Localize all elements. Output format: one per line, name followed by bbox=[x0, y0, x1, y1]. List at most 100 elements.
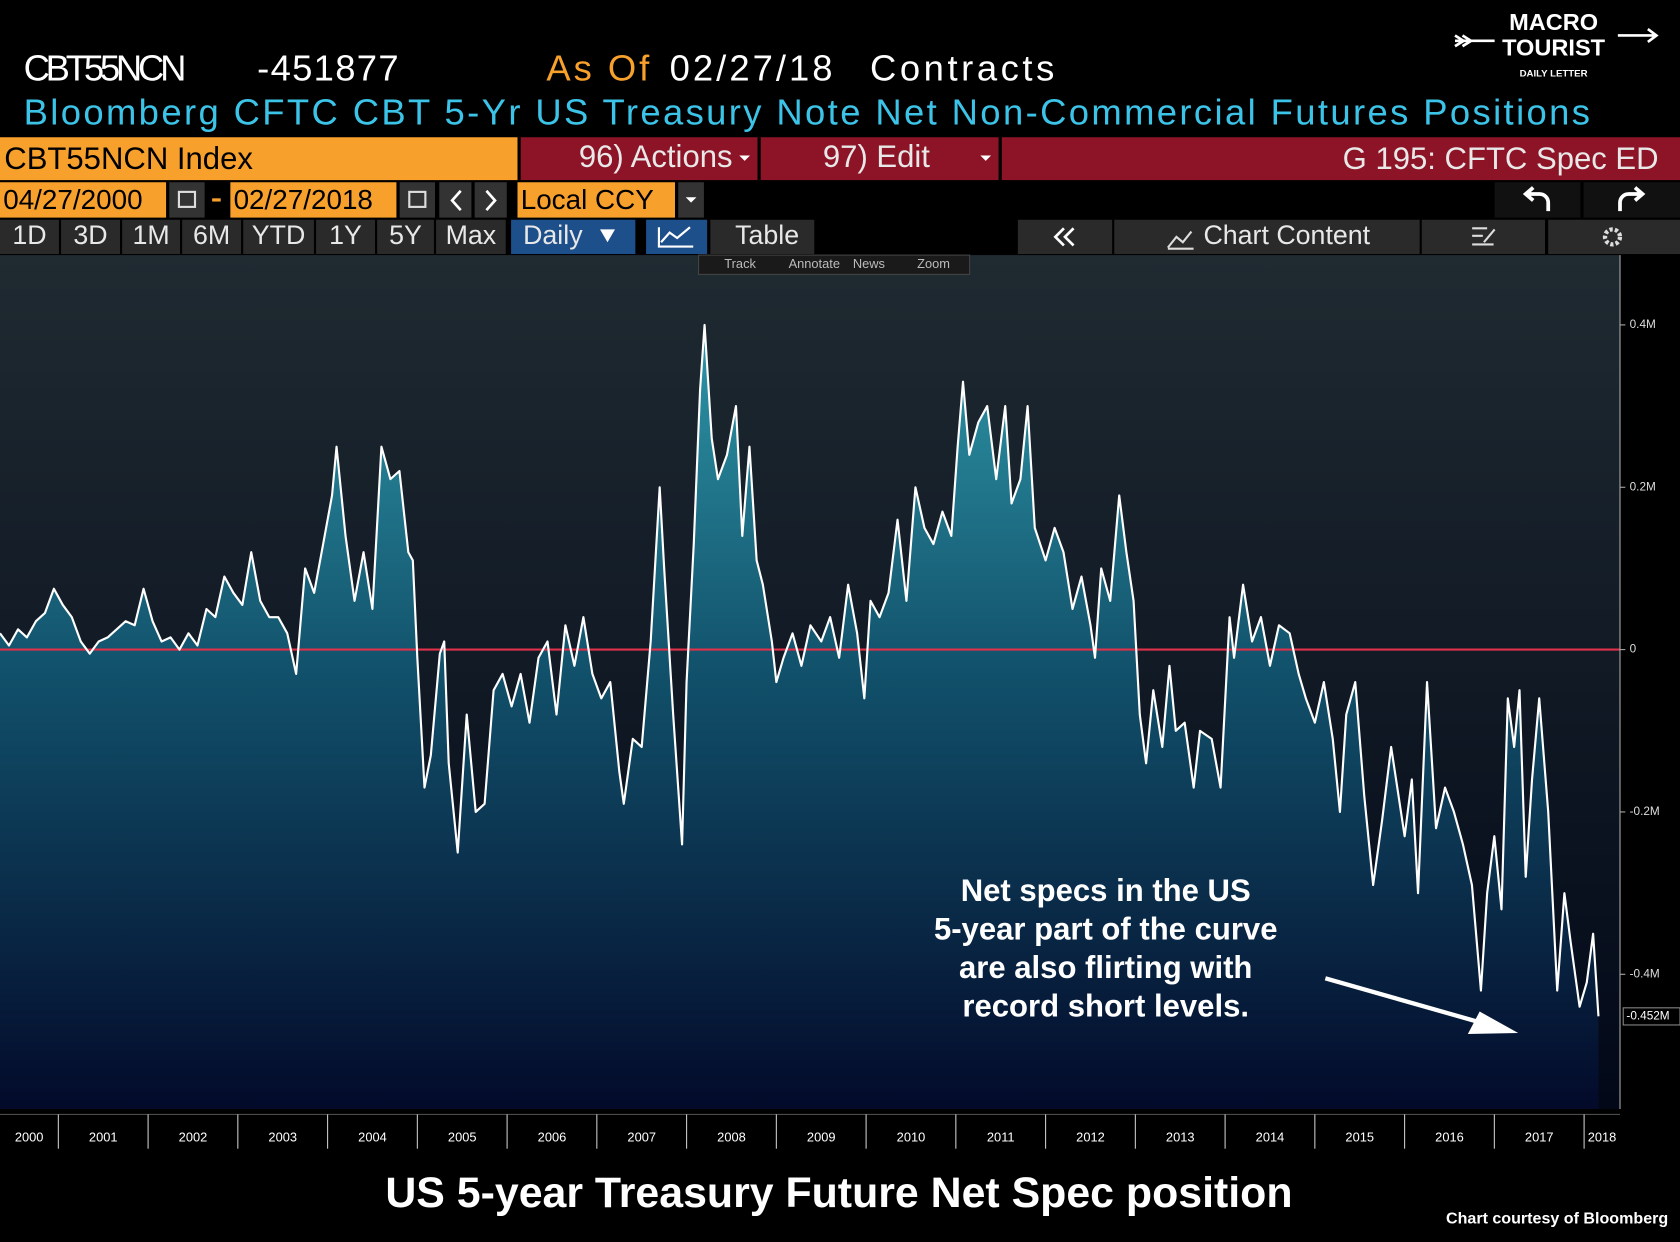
x-tick-label: 2012 bbox=[1076, 1129, 1105, 1144]
chart-icon bbox=[657, 226, 694, 248]
period-button[interactable] bbox=[0, 219, 59, 255]
period-button[interactable] bbox=[377, 219, 434, 255]
actions-label[interactable]: 96) Actions bbox=[579, 139, 733, 174]
frequency-label[interactable]: Daily bbox=[523, 220, 583, 250]
edit-chart-icon bbox=[1472, 227, 1496, 246]
x-tick-label: 2007 bbox=[627, 1129, 656, 1144]
period-label[interactable]: 3D bbox=[73, 220, 107, 250]
x-tick-label: 2003 bbox=[268, 1129, 297, 1144]
x-tick-label: 2006 bbox=[538, 1129, 567, 1144]
x-tick-label: 2004 bbox=[358, 1129, 387, 1144]
chart-content-button[interactable] bbox=[1114, 219, 1420, 255]
logo: MACRO TOURIST DAILY LETTER bbox=[1454, 9, 1659, 80]
tool-label[interactable]: Annotate bbox=[789, 256, 840, 271]
y-tick-label: 0.4M bbox=[1630, 318, 1656, 331]
currency[interactable]: Local CCY bbox=[521, 184, 654, 215]
period-button[interactable] bbox=[243, 219, 314, 255]
logo-text: TOURIST bbox=[1502, 35, 1606, 61]
table-label[interactable]: Table bbox=[735, 220, 799, 250]
period-button[interactable] bbox=[316, 219, 375, 255]
tool-label[interactable]: Track bbox=[724, 256, 756, 271]
edit-chart-button[interactable] bbox=[1421, 219, 1545, 255]
y-tick-label: 0.2M bbox=[1630, 480, 1656, 493]
actions-button[interactable] bbox=[520, 137, 758, 181]
calendar-button[interactable] bbox=[169, 182, 205, 218]
period-button[interactable] bbox=[182, 219, 242, 255]
table-button[interactable] bbox=[710, 219, 815, 255]
annotation-line: are also flirting with bbox=[959, 950, 1252, 985]
annotation: Net specs in the US5-year part of the cu… bbox=[934, 873, 1278, 1024]
prev-button[interactable] bbox=[439, 182, 472, 218]
x-tick-label: 2008 bbox=[717, 1129, 746, 1144]
period-button[interactable] bbox=[61, 219, 120, 255]
last-value: -451877 bbox=[257, 47, 398, 88]
date-dash bbox=[212, 198, 221, 202]
function-bar bbox=[1001, 137, 1680, 181]
annotation-line: record short levels. bbox=[962, 989, 1249, 1024]
currency-box[interactable] bbox=[517, 182, 676, 218]
logo-arrow bbox=[1454, 27, 1659, 48]
annotation-line: Net specs in the US bbox=[961, 873, 1251, 908]
period-label[interactable]: 1M bbox=[132, 220, 169, 250]
description: Bloomberg CFTC CBT 5-Yr US Treasury Note… bbox=[24, 91, 1590, 132]
x-tick-label: 2005 bbox=[448, 1129, 477, 1144]
tool-label[interactable]: Zoom bbox=[917, 256, 950, 271]
tool-label[interactable]: News bbox=[853, 256, 885, 271]
series-line bbox=[0, 323, 1600, 1017]
chart-tools: Track Annotate News Zoom bbox=[698, 254, 971, 275]
period-label[interactable]: YTD bbox=[252, 220, 306, 250]
redo-icon bbox=[1618, 186, 1646, 212]
settings-icon bbox=[1602, 227, 1623, 247]
function-label: G 195: CFTC Spec ED bbox=[1343, 141, 1659, 176]
prev-icon bbox=[450, 189, 462, 211]
redo-button[interactable] bbox=[1583, 182, 1680, 218]
dropdown-caret bbox=[600, 229, 615, 243]
edit-label[interactable]: 97) Edit bbox=[823, 139, 930, 174]
ticker: CBT55NCN bbox=[24, 47, 187, 88]
x-tick-label: 2009 bbox=[807, 1129, 836, 1144]
period-label[interactable]: Max bbox=[446, 220, 497, 250]
period-button[interactable] bbox=[436, 219, 506, 255]
last-value-box bbox=[1622, 1007, 1680, 1026]
x-tick-label: 2013 bbox=[1166, 1129, 1195, 1144]
x-tick-label: 2017 bbox=[1525, 1129, 1554, 1144]
security[interactable]: CBT55NCN Index bbox=[4, 141, 253, 176]
next-icon bbox=[485, 189, 497, 211]
dropdown-caret bbox=[685, 197, 697, 203]
x-tick-label: 2002 bbox=[179, 1129, 208, 1144]
end-date[interactable]: 02/27/2018 bbox=[234, 184, 373, 215]
x-tick-label: 2016 bbox=[1435, 1129, 1464, 1144]
dropdown-caret bbox=[739, 155, 750, 161]
frequency-button[interactable] bbox=[511, 219, 636, 255]
annotation-arrowhead bbox=[1467, 1011, 1519, 1035]
edit-button[interactable] bbox=[760, 137, 999, 181]
end-date-box[interactable] bbox=[230, 182, 397, 218]
period-label[interactable]: 5Y bbox=[389, 220, 422, 250]
logo-text: MACRO bbox=[1509, 9, 1598, 35]
security-box[interactable] bbox=[0, 137, 518, 181]
settings-button[interactable] bbox=[1548, 219, 1680, 255]
period-label[interactable]: 6M bbox=[193, 220, 230, 250]
dropdown-caret bbox=[980, 155, 992, 161]
period-label[interactable]: 1D bbox=[12, 220, 46, 250]
undo-button[interactable] bbox=[1494, 182, 1581, 218]
calendar-icon bbox=[408, 190, 427, 208]
x-tick-label: 2001 bbox=[89, 1129, 118, 1144]
undo-icon bbox=[1522, 186, 1551, 212]
chart-content-icon bbox=[1167, 230, 1194, 250]
plot: 0.4M 0.2M 0 -0.2M -0.4M -0.452M 2000 2001 2002 20… bbox=[0, 255, 1680, 1149]
x-tick-label: 2014 bbox=[1256, 1129, 1285, 1144]
footer-credit: Chart courtesy of Bloomberg bbox=[1446, 1210, 1668, 1228]
chart-content-label[interactable]: Chart Content bbox=[1203, 220, 1370, 250]
logo-tagline: DAILY LETTER bbox=[1520, 69, 1588, 80]
period-label[interactable]: 1Y bbox=[329, 220, 362, 250]
calendar-button[interactable] bbox=[399, 182, 435, 218]
units: Contracts bbox=[870, 47, 1054, 88]
period-button[interactable] bbox=[122, 219, 180, 255]
start-date-box[interactable] bbox=[0, 182, 167, 218]
next-button[interactable] bbox=[474, 182, 507, 218]
start-date[interactable]: 04/27/2000 bbox=[3, 184, 142, 215]
x-tick-label: 2018 bbox=[1588, 1129, 1617, 1144]
y-tick-label: 0 bbox=[1630, 643, 1637, 656]
